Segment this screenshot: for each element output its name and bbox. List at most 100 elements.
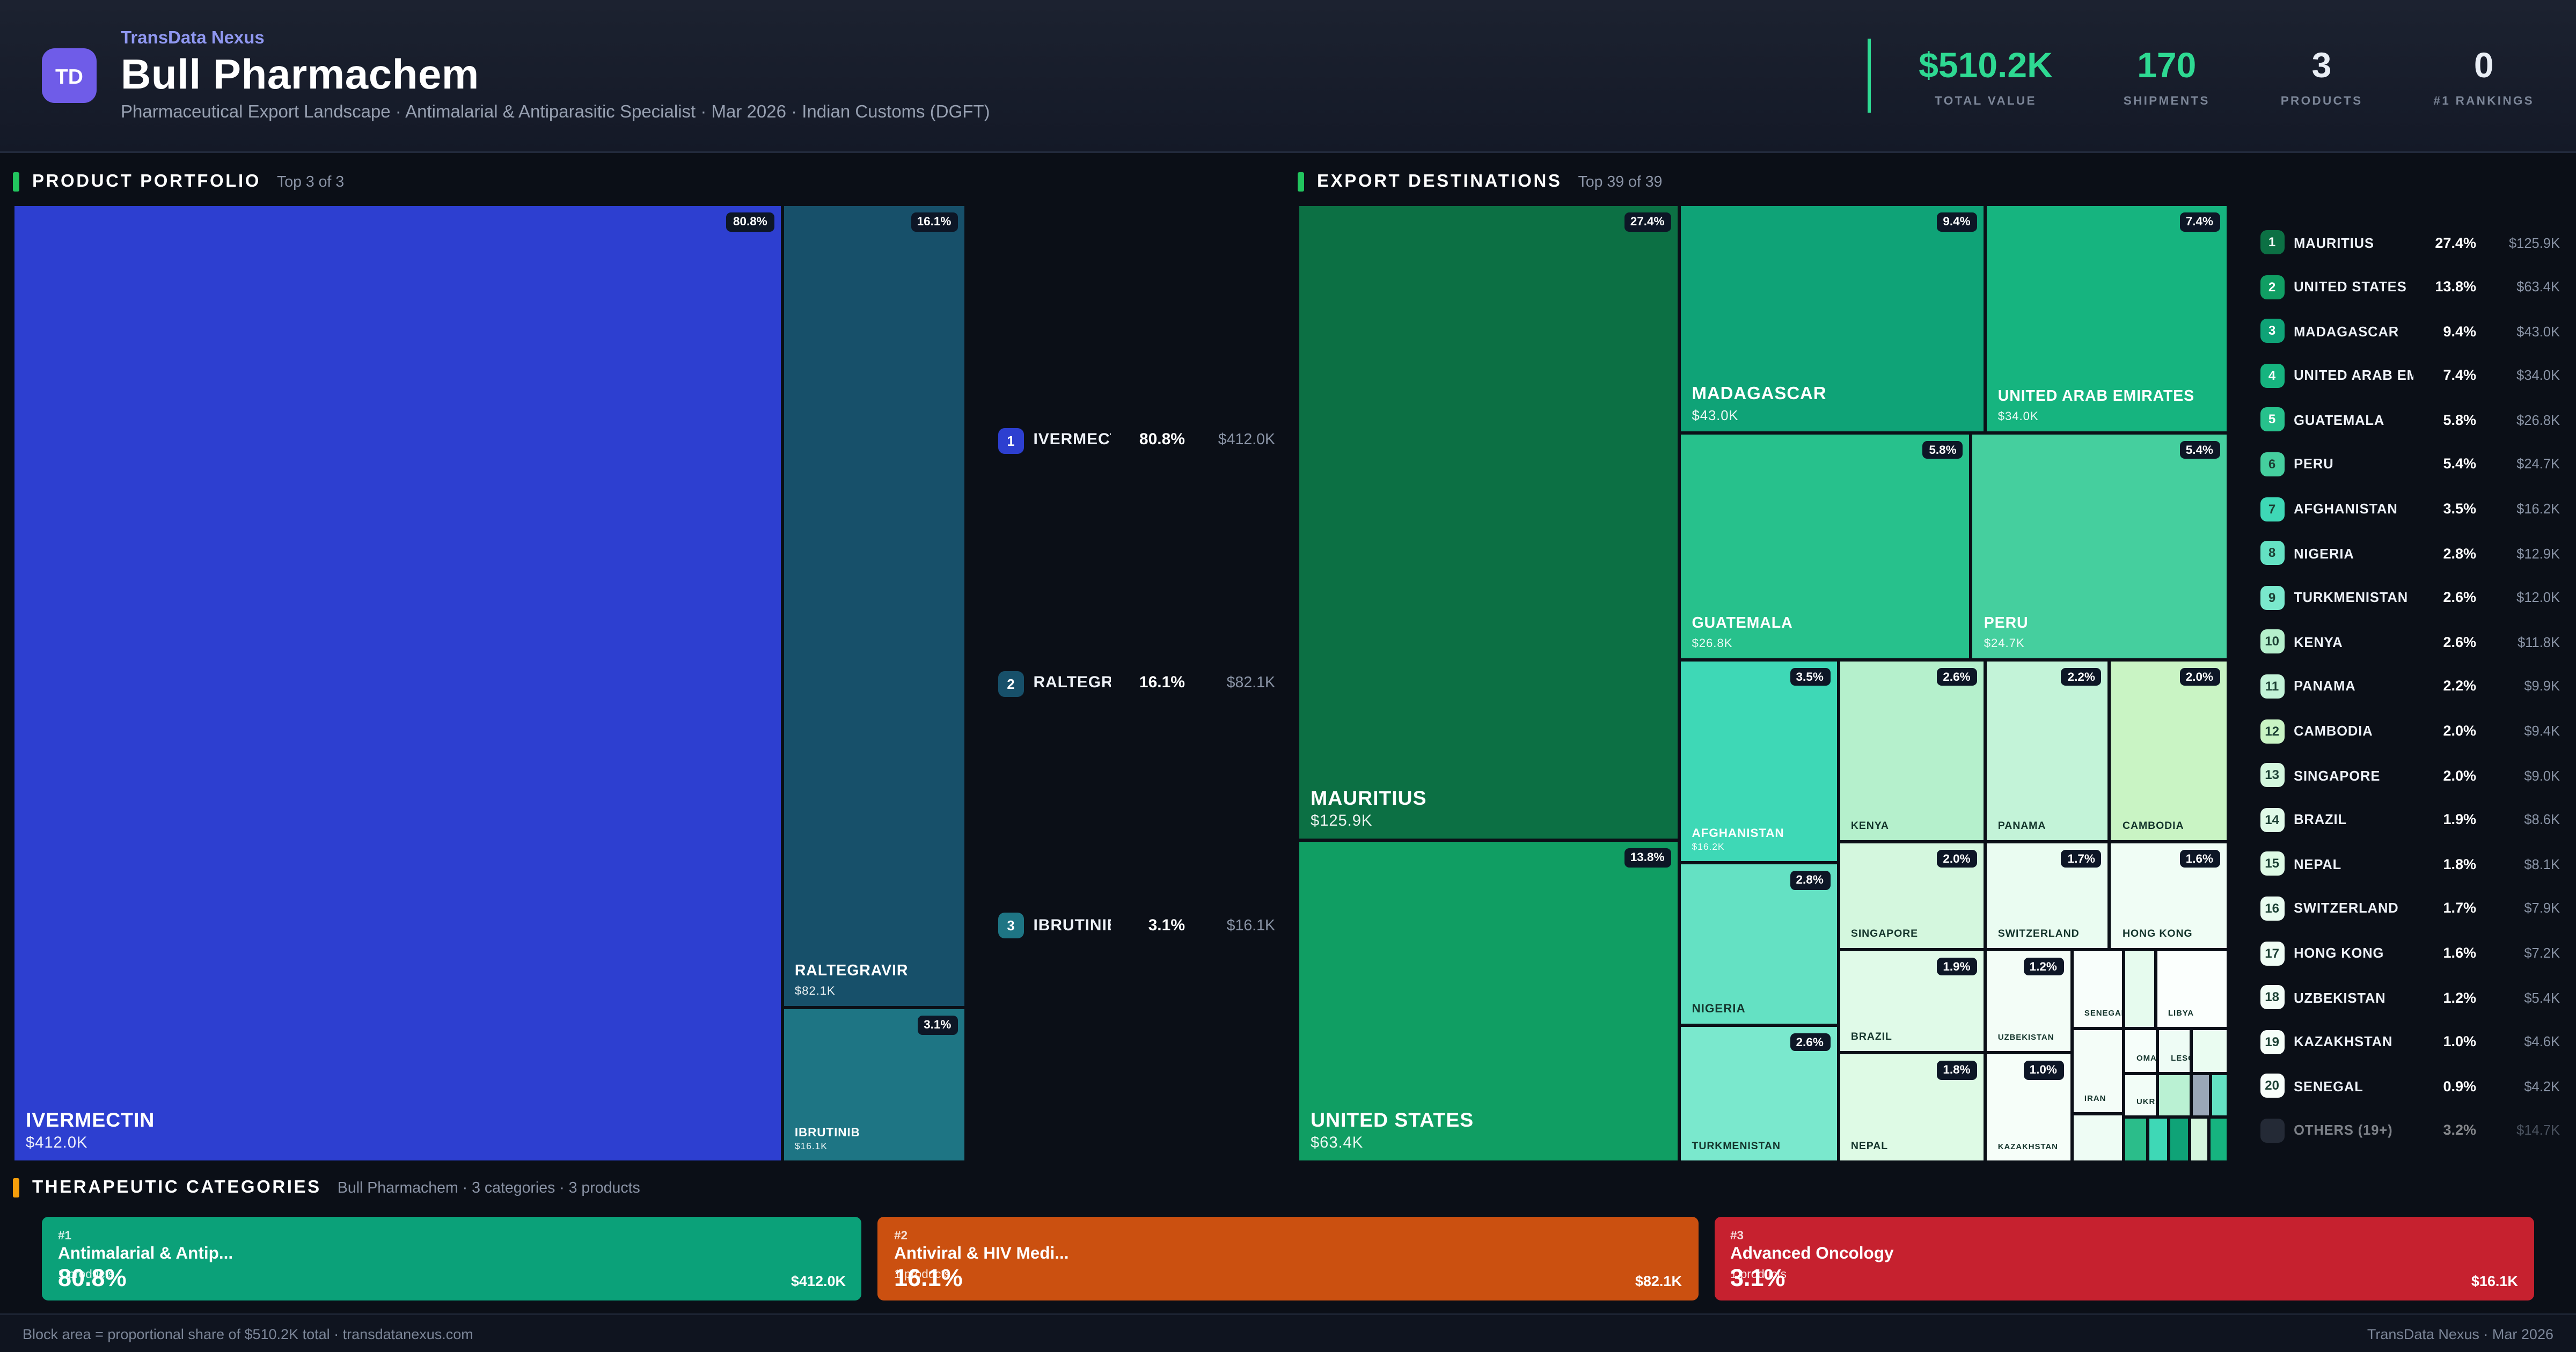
treemap-block-afghanistan[interactable]: 3.5% AFGHANISTAN $16.2K bbox=[1679, 659, 1838, 864]
treemap-block-nigeria[interactable]: 2.8% NIGERIA bbox=[1679, 863, 1838, 1025]
item-name: UNITED ARAB EMIRATES bbox=[2294, 367, 2413, 384]
treemap-block-minor[interactable] bbox=[2211, 1074, 2228, 1118]
ranking-row-cambodia[interactable]: 12 CAMBODIA 2.0% $9.4K bbox=[2260, 718, 2560, 743]
treemap-block-united-arab-emirates[interactable]: 7.4% UNITED ARAB EMIRATES $34.0K bbox=[1985, 204, 2228, 432]
ranking-row-senegal[interactable]: 20 SENEGAL 0.9% $4.2K bbox=[2260, 1074, 2560, 1098]
item-share: 80.8% bbox=[1139, 431, 1185, 450]
treemap-block-minor[interactable] bbox=[2124, 949, 2155, 1028]
brand-logo: TD bbox=[42, 48, 97, 103]
treemap-block-brazil[interactable]: 1.9% BRAZIL bbox=[1838, 949, 1985, 1053]
category-bar-antimalarial-antip[interactable]: #1 Antimalarial & Antip... 1 products 80.8%… bbox=[42, 1217, 862, 1300]
treemap-block-kenya[interactable]: 2.6% KENYA bbox=[1838, 659, 1985, 842]
ranking-row-others-19[interactable]: OTHERS (19+) 3.2% $14.7K bbox=[2260, 1118, 2560, 1143]
category-value: $16.1K bbox=[2471, 1273, 2518, 1289]
ranking-row-turkmenistan[interactable]: 9 TURKMENISTAN 2.6% $12.0K bbox=[2260, 585, 2560, 610]
block-label: AFGHANISTAN $16.2K bbox=[1692, 826, 1784, 854]
kpi-products: 3 PRODUCTS bbox=[2281, 45, 2363, 107]
rank-badge: 7 bbox=[2260, 496, 2285, 521]
ranking-row-switzerland[interactable]: 16 SWITZERLAND 1.7% $7.9K bbox=[2260, 896, 2560, 921]
share-badge: 1.6% bbox=[2179, 849, 2220, 868]
treemap-block-nepal[interactable]: 1.8% NEPAL bbox=[1838, 1053, 1985, 1162]
treemap-block-minor[interactable] bbox=[2190, 1117, 2209, 1162]
treemap-block-minor[interactable] bbox=[2148, 1117, 2169, 1162]
kpi-value: $510.2K bbox=[1919, 44, 2053, 85]
category-bar-advanced-oncology[interactable]: #3 Advanced Oncology 1 products 3.1% $16.1K bbox=[1714, 1217, 2534, 1300]
destinations-treemap: 27.4% MAURITIUS $125.9K 13.8% UNITED STATES $… bbox=[1298, 204, 2228, 1162]
treemap-block-singapore[interactable]: 2.0% SINGAPORE bbox=[1838, 841, 1985, 950]
ranking-row-guatemala[interactable]: 5 GUATEMALA 5.8% $26.8K bbox=[2260, 408, 2560, 432]
legend-row-raltegravir[interactable]: 2 RALTEGRAVIR 16.1% $82.1K bbox=[998, 670, 1275, 696]
block-label: CAMBODIA bbox=[2123, 820, 2184, 832]
category-bar-antiviral-hiv-medi[interactable]: #2 Antiviral & HIV Medi... 1 products 16.1%… bbox=[877, 1217, 1698, 1300]
ranking-row-singapore[interactable]: 13 SINGAPORE 2.0% $9.0K bbox=[2260, 763, 2560, 788]
treemap-block-cambodia[interactable]: 2.0% CAMBODIA bbox=[2109, 659, 2228, 842]
ranking-row-nigeria[interactable]: 8 NIGERIA 2.8% $12.9K bbox=[2260, 541, 2560, 565]
treemap-block-minor[interactable] bbox=[2071, 1114, 2124, 1162]
product-treemap: 80.8% IVERMECTIN $412.0K 16.1% RALTEGRAVIR $8… bbox=[13, 204, 966, 1162]
ranking-row-brazil[interactable]: 14 BRAZIL 1.9% $8.6K bbox=[2260, 807, 2560, 832]
block-label: OMAN bbox=[2136, 1055, 2156, 1064]
treemap-block-raltegravir[interactable]: 16.1% RALTEGRAVIR $82.1K bbox=[781, 204, 966, 1008]
treemap-block-minor[interactable] bbox=[2158, 1074, 2191, 1118]
block-name: LIBYA bbox=[2168, 1009, 2194, 1019]
treemap-block-united-states[interactable]: 13.8% UNITED STATES $63.4K bbox=[1298, 840, 1679, 1162]
ranking-row-peru[interactable]: 6 PERU 5.4% $24.7K bbox=[2260, 452, 2560, 476]
treemap-block-minor[interactable] bbox=[2190, 1074, 2211, 1118]
ranking-row-madagascar[interactable]: 3 MADAGASCAR 9.4% $43.0K bbox=[2260, 319, 2560, 343]
treemap-block-oman[interactable]: OMAN bbox=[2124, 1028, 2158, 1074]
ranking-row-united-states[interactable]: 2 UNITED STATES 13.8% $63.4K bbox=[2260, 274, 2560, 299]
treemap-block-minor[interactable] bbox=[2209, 1117, 2228, 1162]
ranking-row-kazakhstan[interactable]: 19 KAZAKHSTAN 1.0% $4.6K bbox=[2260, 1030, 2560, 1054]
treemap-block-minor[interactable] bbox=[2124, 1117, 2148, 1162]
treemap-block-minor[interactable] bbox=[2169, 1117, 2190, 1162]
ranking-row-mauritius[interactable]: 1 MAURITIUS 27.4% $125.9K bbox=[2260, 230, 2560, 254]
item-value: $43.0K bbox=[2516, 323, 2560, 340]
treemap-block-iran[interactable]: IRAN bbox=[2071, 1028, 2124, 1114]
treemap-block-kazakhstan[interactable]: 1.0% KAZAKHSTAN bbox=[1985, 1053, 2072, 1162]
ranking-row-panama[interactable]: 11 PANAMA 2.2% $9.9K bbox=[2260, 674, 2560, 699]
block-value: $34.0K bbox=[1997, 408, 2039, 423]
legend-row-ibrutinib[interactable]: 3 IBRUTINIB 3.1% $16.1K bbox=[998, 913, 1275, 939]
block-name: GUATEMALA bbox=[1692, 614, 1793, 632]
treemap-block-panama[interactable]: 2.2% PANAMA bbox=[1985, 659, 2110, 842]
item-share: 2.0% bbox=[2443, 723, 2476, 739]
block-label: PANAMA bbox=[1998, 820, 2046, 832]
treemap-block-peru[interactable]: 5.4% PERU $24.7K bbox=[1971, 432, 2228, 659]
treemap-block-ivermectin[interactable]: 80.8% IVERMECTIN $412.0K bbox=[13, 204, 782, 1162]
block-name: MAURITIUS bbox=[1311, 787, 1427, 810]
treemap-block-ukraine[interactable]: UKRAINE bbox=[2124, 1074, 2158, 1118]
item-value: $9.0K bbox=[2524, 767, 2560, 783]
treemap-block-switzerland[interactable]: 1.7% SWITZERLAND bbox=[1985, 841, 2110, 950]
item-value: $8.6K bbox=[2524, 811, 2560, 828]
accent-bar bbox=[1298, 172, 1304, 192]
ranking-row-afghanistan[interactable]: 7 AFGHANISTAN 3.5% $16.2K bbox=[2260, 496, 2560, 521]
treemap-block-guatemala[interactable]: 5.8% GUATEMALA $26.8K bbox=[1679, 432, 1971, 659]
treemap-block-madagascar[interactable]: 9.4% MADAGASCAR $43.0K bbox=[1679, 204, 1985, 432]
treemap-block-uzbekistan[interactable]: 1.2% UZBEKISTAN bbox=[1985, 949, 2072, 1053]
panel-title: EXPORT DESTINATIONS bbox=[1317, 172, 1562, 192]
panel-subtitle: Top 39 of 39 bbox=[1578, 173, 1663, 191]
header-titles: TransData Nexus Bull Pharmachem Pharmace… bbox=[121, 30, 990, 122]
rank-badge: 3 bbox=[998, 913, 1024, 939]
item-value: $34.0K bbox=[2516, 367, 2560, 384]
treemap-block-libya[interactable]: LIBYA bbox=[2155, 949, 2228, 1028]
treemap-block-ibrutinib[interactable]: 3.1% IBRUTINIB $16.1K bbox=[781, 1008, 966, 1162]
ranking-row-united-arab-emirates[interactable]: 4 UNITED ARAB EMIRATES 7.4% $34.0K bbox=[2260, 363, 2560, 388]
treemap-block-senegal[interactable]: SENEGAL bbox=[2071, 949, 2124, 1028]
treemap-block-turkmenistan[interactable]: 2.6% TURKMENISTAN bbox=[1679, 1025, 1838, 1162]
treemap-block-minor[interactable] bbox=[2190, 1028, 2228, 1074]
kpi-label: SHIPMENTS bbox=[2123, 92, 2210, 107]
ranking-row-kenya[interactable]: 10 KENYA 2.6% $11.8K bbox=[2260, 630, 2560, 655]
share-badge: 80.8% bbox=[726, 212, 774, 231]
ranking-row-uzbekistan[interactable]: 18 UZBEKISTAN 1.2% $5.4K bbox=[2260, 985, 2560, 1010]
ranking-row-nepal[interactable]: 15 NEPAL 1.8% $8.1K bbox=[2260, 851, 2560, 876]
ranking-row-hong-kong[interactable]: 17 HONG KONG 1.6% $7.2K bbox=[2260, 940, 2560, 965]
treemap-block-hong-kong[interactable]: 1.6% HONG KONG bbox=[2109, 841, 2228, 950]
treemap-block-mauritius[interactable]: 27.4% MAURITIUS $125.9K bbox=[1298, 204, 1679, 841]
rank-badge: 18 bbox=[2260, 985, 2285, 1010]
treemap-block-lesotho[interactable]: LESOTHO bbox=[2158, 1028, 2191, 1074]
category-products: 1 products bbox=[1730, 1267, 1787, 1281]
share-badge: 1.0% bbox=[2023, 1061, 2063, 1079]
item-value: $125.9K bbox=[2508, 234, 2560, 251]
legend-row-ivermectin[interactable]: 1 IVERMECTIN 80.8% $412.0K bbox=[998, 428, 1275, 454]
